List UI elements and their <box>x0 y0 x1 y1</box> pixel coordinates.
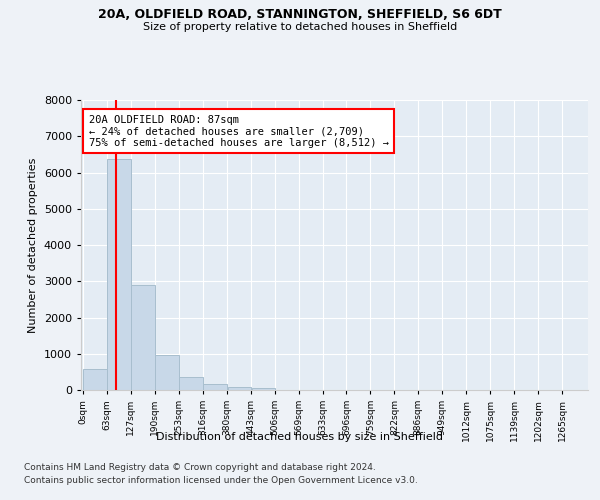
Bar <box>83 369 107 390</box>
Bar <box>227 386 251 390</box>
Text: Contains public sector information licensed under the Open Government Licence v3: Contains public sector information licen… <box>24 476 418 485</box>
Bar <box>107 158 131 390</box>
Text: Distribution of detached houses by size in Sheffield: Distribution of detached houses by size … <box>157 432 443 442</box>
Bar <box>179 378 203 390</box>
Bar <box>203 384 227 390</box>
Bar <box>131 285 155 390</box>
Text: Contains HM Land Registry data © Crown copyright and database right 2024.: Contains HM Land Registry data © Crown c… <box>24 462 376 471</box>
Text: 20A OLDFIELD ROAD: 87sqm
← 24% of detached houses are smaller (2,709)
75% of sem: 20A OLDFIELD ROAD: 87sqm ← 24% of detach… <box>89 114 389 148</box>
Bar <box>251 388 275 390</box>
Text: Size of property relative to detached houses in Sheffield: Size of property relative to detached ho… <box>143 22 457 32</box>
Text: 20A, OLDFIELD ROAD, STANNINGTON, SHEFFIELD, S6 6DT: 20A, OLDFIELD ROAD, STANNINGTON, SHEFFIE… <box>98 8 502 20</box>
Y-axis label: Number of detached properties: Number of detached properties <box>28 158 38 332</box>
Bar <box>155 355 179 390</box>
